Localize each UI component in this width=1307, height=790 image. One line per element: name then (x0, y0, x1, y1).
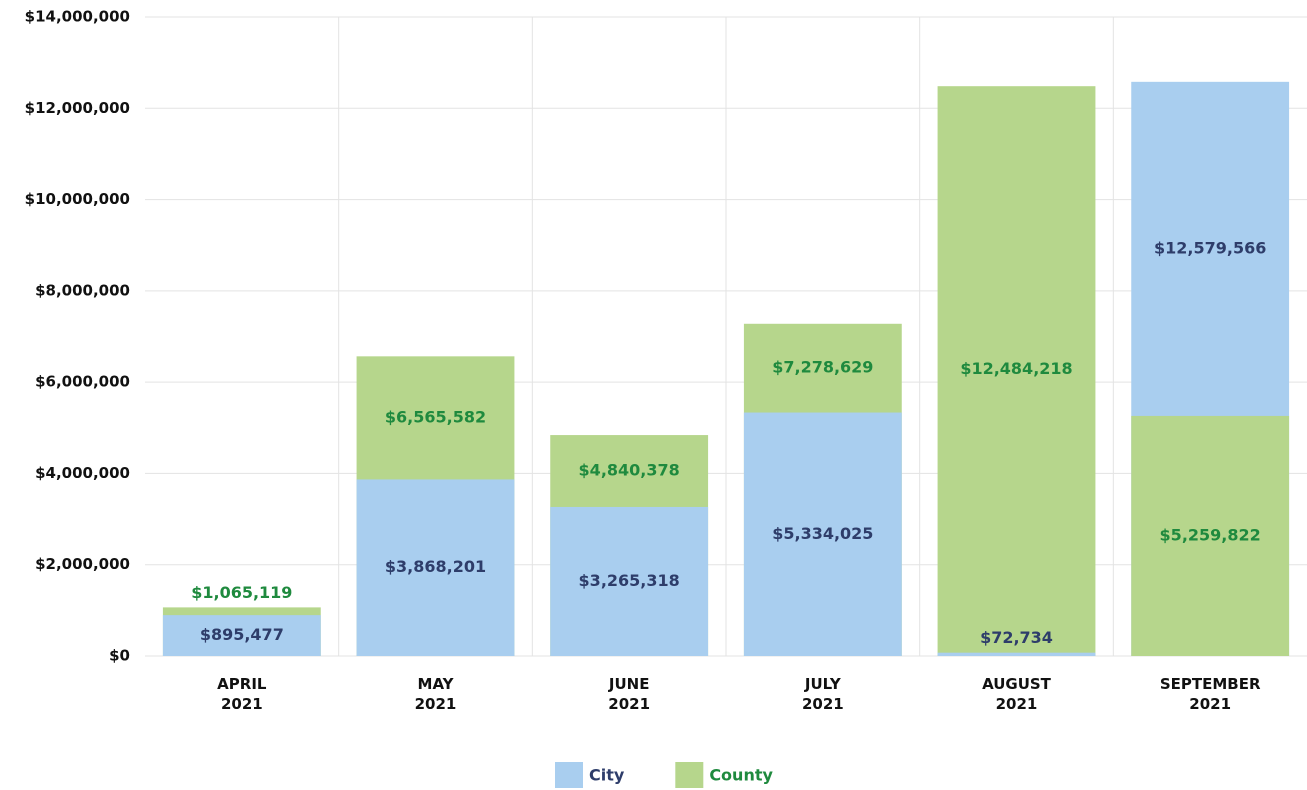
value-label: $5,259,822 (1160, 525, 1261, 544)
value-label: $3,868,201 (385, 557, 486, 576)
y-tick-label: $6,000,000 (35, 373, 130, 391)
bar (356, 479, 515, 656)
value-label: $12,484,218 (960, 359, 1072, 378)
y-tick-label: $14,000,000 (25, 8, 130, 26)
value-label: $3,265,318 (579, 571, 680, 590)
legend-label: City (589, 766, 625, 785)
value-label: $12,579,566 (1154, 238, 1266, 257)
y-tick-label: $10,000,000 (25, 190, 130, 208)
bar (1131, 415, 1290, 656)
value-label: $5,334,025 (772, 524, 873, 543)
y-tick-label: $0 (109, 647, 130, 665)
y-tick-label: $4,000,000 (35, 464, 130, 482)
bar (937, 652, 1096, 656)
x-tick-label: JULY 2021 (801, 675, 844, 713)
x-tick-label: JUNE 2021 (608, 675, 651, 713)
x-tick-label: MAY 2021 (414, 675, 457, 713)
bar (162, 615, 321, 656)
bar (937, 86, 1096, 656)
value-label: $7,278,629 (772, 358, 873, 377)
y-tick-label: $12,000,000 (25, 99, 130, 117)
value-label: $4,840,378 (579, 461, 680, 480)
value-label: $895,477 (200, 625, 284, 644)
bar (550, 506, 709, 656)
value-label: $72,734 (980, 628, 1053, 647)
x-tick-label: SEPTEMBER 2021 (1159, 675, 1261, 713)
value-label: $6,565,582 (385, 407, 486, 426)
y-tick-label: $2,000,000 (35, 555, 130, 573)
bar (743, 412, 902, 656)
legend-swatch (675, 762, 704, 788)
y-tick-label: $8,000,000 (35, 281, 130, 299)
value-label: $1,065,119 (191, 583, 292, 602)
x-tick-label: APRIL 2021 (217, 675, 267, 713)
legend-label: County (709, 766, 773, 785)
x-tick-label: AUGUST 2021 (982, 675, 1051, 713)
legend-swatch (555, 762, 583, 788)
